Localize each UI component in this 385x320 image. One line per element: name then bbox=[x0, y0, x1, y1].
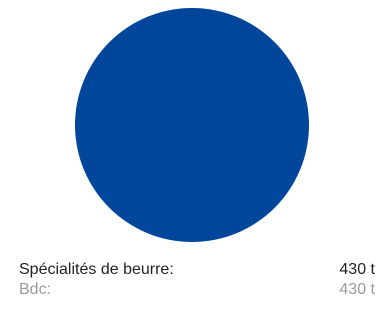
legend-total-value: 430 t bbox=[339, 261, 375, 278]
legend-bdc-value: 430 t bbox=[339, 281, 375, 298]
legend-total-label: Spécialités de beurre: bbox=[19, 261, 174, 278]
legend-row-bdc: Bdc: 430 t bbox=[19, 280, 375, 300]
legend-row-total: Spécialités de beurre: 430 t bbox=[19, 260, 375, 280]
pie-slices bbox=[75, 8, 309, 242]
pie-chart bbox=[75, 8, 309, 242]
chart-legend: Spécialités de beurre: 430 t Bdc: 430 t bbox=[19, 260, 375, 300]
pie-slice-bdc bbox=[75, 8, 309, 242]
legend-bdc-label: Bdc: bbox=[19, 281, 52, 298]
